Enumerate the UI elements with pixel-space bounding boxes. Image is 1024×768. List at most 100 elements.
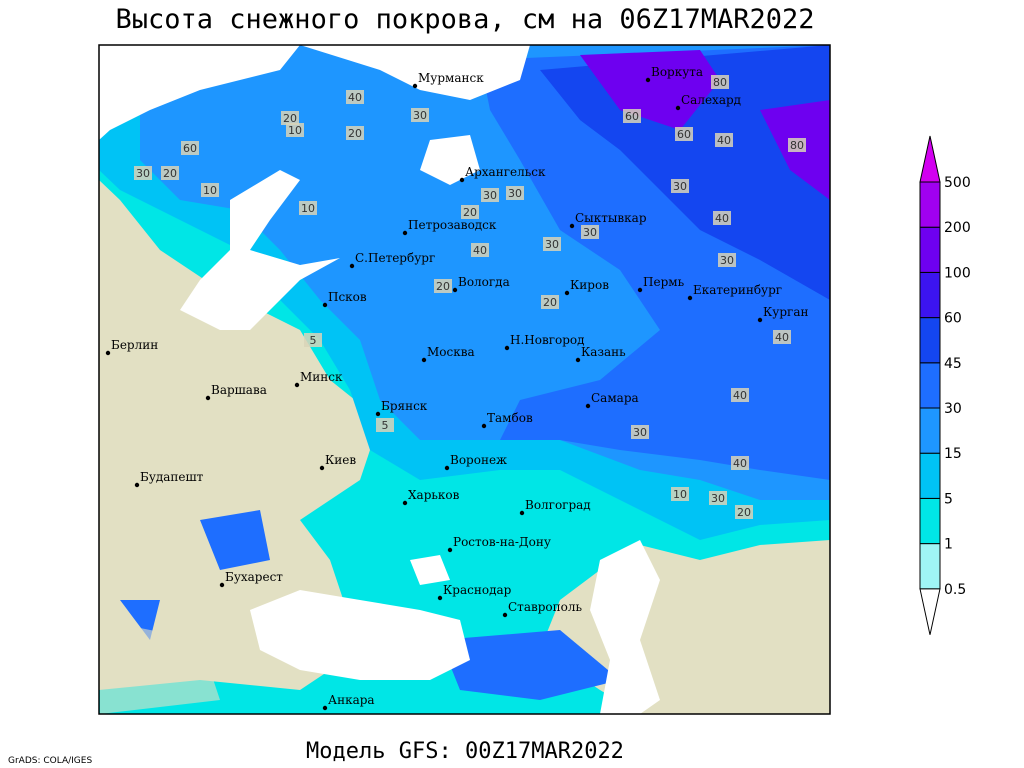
city-label: Берлин [111,338,158,352]
city-label: Киев [325,453,356,467]
contour-label-box [675,127,693,141]
city-dot [444,465,450,471]
city-label: Москва [427,345,475,359]
city-label: Вологда [458,275,510,289]
contour-label: 40 [473,244,487,257]
city-label: Петрозаводск [408,218,497,232]
city-dot [459,177,465,183]
colorbar-segment [919,181,941,228]
colorbar-label: 500 [944,175,971,191]
city-label: Салехард [681,93,741,107]
contour-label: 30 [545,238,559,251]
city-label: Мурманск [418,71,484,85]
city-label: Анкара [328,693,375,707]
city-label: Воркута [651,65,703,79]
contour-label-box [346,126,364,140]
contour-label: 20 [163,167,177,180]
colorbar-segment [919,271,941,319]
city-dot [421,357,427,363]
snow-mountains [120,510,620,700]
city-label: Волгоград [525,498,591,512]
contour-label: 5 [382,419,389,432]
colorbar-segment [919,543,941,590]
colorbar-segment [919,407,941,454]
contour-label-box [346,90,364,104]
contour-label-box [543,237,561,251]
contour-label: 30 [711,492,725,505]
city-label: Воронеж [450,453,507,467]
contour-label-box [471,243,489,257]
contour-label-box [286,123,304,137]
city-label: Ставрополь [508,600,582,614]
city-label: Самара [591,391,639,405]
contour-label: 60 [183,142,197,155]
contour-label-box [623,109,641,123]
contour-label: 30 [136,167,150,180]
city-dot [569,223,575,229]
contour-label: 30 [720,254,734,267]
city-label: Харьков [408,488,460,502]
white-sea [420,135,480,185]
contour-label-box [731,388,749,402]
contour-label-box [735,505,753,519]
contour-label: 30 [483,189,497,202]
contour-label: 30 [633,426,647,439]
contour-label: 30 [413,109,427,122]
colorbar-segment [919,497,941,545]
contour-label-box [671,487,689,501]
city-label: Минск [300,370,343,384]
cities: Мурманск Воркута Салехард Архангельск Сыктыв… [105,65,808,711]
city-dot [134,482,140,488]
city-label: Будапешт [140,470,204,484]
contour-label: 5 [310,334,317,347]
contour-label: 40 [348,91,362,104]
contour-label-box [715,133,733,147]
contour-label: 10 [301,202,315,215]
city-label: Ростов-на-Дону [453,535,551,549]
contour-label-box [299,201,317,215]
city-dot [564,290,570,296]
contour-label: 60 [677,128,691,141]
contour-label-box [161,166,179,180]
snow-5 [540,45,830,300]
contour-label-box [581,225,599,239]
contour-label-box [506,186,524,200]
colorbar-segment [919,452,941,499]
contour-label-box [134,166,152,180]
contour-label-box [671,179,689,193]
contour-label: 80 [713,76,727,89]
black-sea [250,590,470,680]
colorbar-label: 15 [944,446,962,462]
colorbar-label: 1 [944,537,953,553]
colorbar-label: 200 [944,220,971,236]
city-dot [575,357,581,363]
contour-label-box [713,211,731,225]
city-dot [437,595,443,601]
city-label: Тамбов [487,411,533,425]
colorbar-label: 60 [944,311,962,327]
contour-label: 80 [790,139,804,152]
title: Высота снежного покрова, см на 06Z17MAR2… [116,4,815,35]
land-south [100,620,220,714]
city-dot [322,302,328,308]
city-dot [502,612,508,618]
city-dot [219,582,225,588]
city-dot [205,395,211,401]
contour-label-box [181,141,199,155]
contour-label-box [711,75,729,89]
city-label: Киров [570,278,609,292]
map-frame [98,44,831,715]
city-dot [687,295,693,301]
city-dot [519,510,525,516]
contour-label-box [461,205,479,219]
baltic-sea [180,170,340,330]
contour-label: 30 [508,187,522,200]
city-dot [105,350,111,356]
contour-label-box [709,491,727,505]
snow-6 [580,50,830,200]
city-dot [319,465,325,471]
city-dot [447,547,453,553]
contour-label: 40 [733,457,747,470]
credit: GrADS: COLA/IGES [8,756,92,766]
city-label: Сыктывкар [575,211,647,225]
